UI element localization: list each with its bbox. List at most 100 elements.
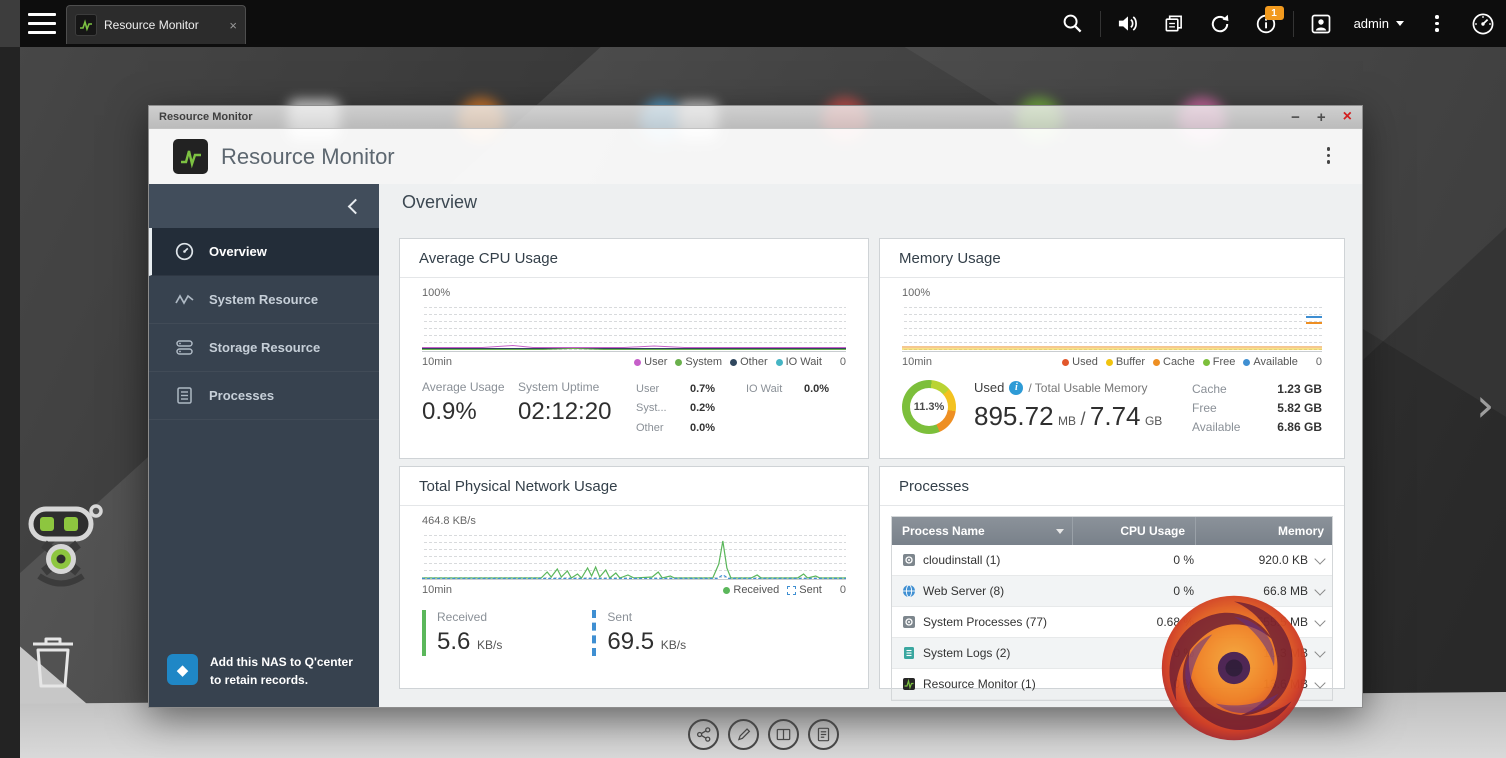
network-chart [422,529,846,580]
memory-value: 895.72 MB / 7.74 GB [974,401,1162,432]
table-header: Process Name CPU Usage Memory [892,517,1332,545]
total-usable-label: / Total Usable Memory [1028,381,1147,395]
background-tasks-icon[interactable] [1197,0,1243,47]
column-process-name[interactable]: Process Name [892,524,1072,538]
tab-close-icon[interactable]: × [229,19,237,32]
avg-usage-label: Average Usage [422,380,518,394]
storage-icon [175,338,194,357]
sidebar: Overview System Resource Storage Resourc… [149,184,379,707]
network-y-max: 464.8 KB/s [422,515,846,527]
sidebar-item-label: System Resource [209,292,318,307]
top-bar: Resource Monitor × 1 [0,0,1506,47]
tab-label: Resource Monitor [104,18,199,32]
dashboard-icon[interactable] [1460,0,1506,47]
volume-icon[interactable] [1105,0,1151,47]
network-panel-title: Total Physical Network Usage [400,467,868,506]
globe-icon [902,584,916,598]
expand-row-icon[interactable] [1314,677,1325,688]
next-page-chevron[interactable]: › [1476,378,1494,432]
bottom-dock [688,719,839,750]
layout-icon[interactable] [768,719,799,750]
network-axis-zero: 0 [840,584,846,596]
more-options-icon[interactable] [1414,0,1460,47]
app-title: Resource Monitor [221,144,395,170]
spiral-logo-watermark [1158,592,1310,749]
user-icon[interactable] [1298,0,1344,47]
memory-chart [902,301,1322,352]
info-icon[interactable]: i [1009,381,1023,395]
pen-icon[interactable] [728,719,759,750]
header-more-icon[interactable] [1327,147,1331,164]
network-legend: Received Sent 0 [723,584,846,596]
cpu-chart [422,301,846,352]
memory-panel-title: Memory Usage [880,239,1344,278]
usb-copy-icon[interactable] [1151,0,1197,47]
collapse-sidebar-button[interactable] [149,184,379,228]
robot-mascot[interactable] [26,496,106,603]
memory-percent: 11.3% [914,401,945,413]
chevron-down-icon [1396,21,1404,26]
sidebar-item-processes[interactable]: Processes [149,372,379,420]
cpu-panel-title: Average CPU Usage [400,239,868,278]
show-desktop-corner[interactable] [0,0,20,47]
memory-breakdown: Cache1.23 GB Free5.82 GB Available6.86 G… [1192,380,1322,438]
sidebar-item-system-resource[interactable]: System Resource [149,276,379,324]
gear-icon [902,553,916,567]
minimize-button[interactable]: − [1291,110,1300,125]
expand-row-icon[interactable] [1314,615,1325,626]
memory-usage-panel: Memory Usage 100% 10min [879,238,1345,459]
avg-usage-value: 0.9% [422,398,518,426]
trash-icon[interactable] [30,632,76,695]
close-button[interactable]: × [1343,109,1352,125]
sidebar-item-storage-resource[interactable]: Storage Resource [149,324,379,372]
cpu-breakdown: User0.7% Syst...0.2% Other0.0% [636,380,746,438]
gear-icon [902,615,916,629]
chevron-left-icon [348,198,364,214]
column-memory[interactable]: Memory [1195,517,1332,545]
table-row[interactable]: cloudinstall (1) 0 % 920.0 KB [892,545,1332,576]
cpu-usage-panel: Average CPU Usage 100% 10min [399,238,869,459]
cpu-y-max: 100% [422,287,846,299]
resource-monitor-app-icon [75,14,97,36]
share-icon[interactable] [688,719,719,750]
legend-dash [787,586,796,595]
window-titlebar[interactable]: Resource Monitor − + × [149,106,1362,129]
main-menu-icon[interactable] [28,13,56,34]
processes-panel-title: Processes [880,467,1344,506]
network-usage-panel: Total Physical Network Usage 464.8 KB/s … [399,466,869,689]
page-title: Overview [402,192,477,213]
uptime-label: System Uptime [518,380,636,394]
qcenter-banner[interactable]: ◆ Add this NAS to Q'center to retain rec… [167,654,363,689]
expand-row-icon[interactable] [1314,584,1325,595]
expand-row-icon[interactable] [1314,646,1325,657]
qcenter-text: Add this NAS to Q'center to retain recor… [210,654,360,689]
monitor-icon [902,677,916,691]
window-title: Resource Monitor [159,111,253,123]
sort-arrow-icon[interactable] [1056,529,1064,534]
qcenter-icon: ◆ [167,654,198,685]
search-icon[interactable] [1050,0,1096,47]
sidebar-item-overview[interactable]: Overview [149,228,379,276]
resource-monitor-app-icon [173,139,208,174]
notification-badge: 1 [1265,6,1284,20]
sidebar-item-label: Processes [209,388,274,403]
legend-dot [723,587,730,594]
app-header: Resource Monitor [149,129,1362,184]
received-stat: Received 5.6 KB/s [422,610,502,656]
column-cpu-usage[interactable]: CPU Usage [1072,517,1195,545]
overview-icon [175,242,194,261]
sidebar-item-label: Storage Resource [209,340,320,355]
admin-label: admin [1354,16,1389,31]
notes-icon[interactable] [808,719,839,750]
sidebar-item-label: Overview [209,244,267,259]
legend-dot [730,359,737,366]
maximize-button[interactable]: + [1317,110,1326,125]
cpu-iowait: IO Wait0.0% [746,380,829,438]
legend-dot [776,359,783,366]
admin-menu[interactable]: admin [1344,16,1414,31]
legend-dot [1106,359,1113,366]
uptime-value: 02:12:20 [518,398,636,426]
expand-row-icon[interactable] [1314,553,1325,564]
app-tab-resource-monitor[interactable]: Resource Monitor × [66,5,246,44]
notifications-icon[interactable]: 1 [1243,0,1289,47]
